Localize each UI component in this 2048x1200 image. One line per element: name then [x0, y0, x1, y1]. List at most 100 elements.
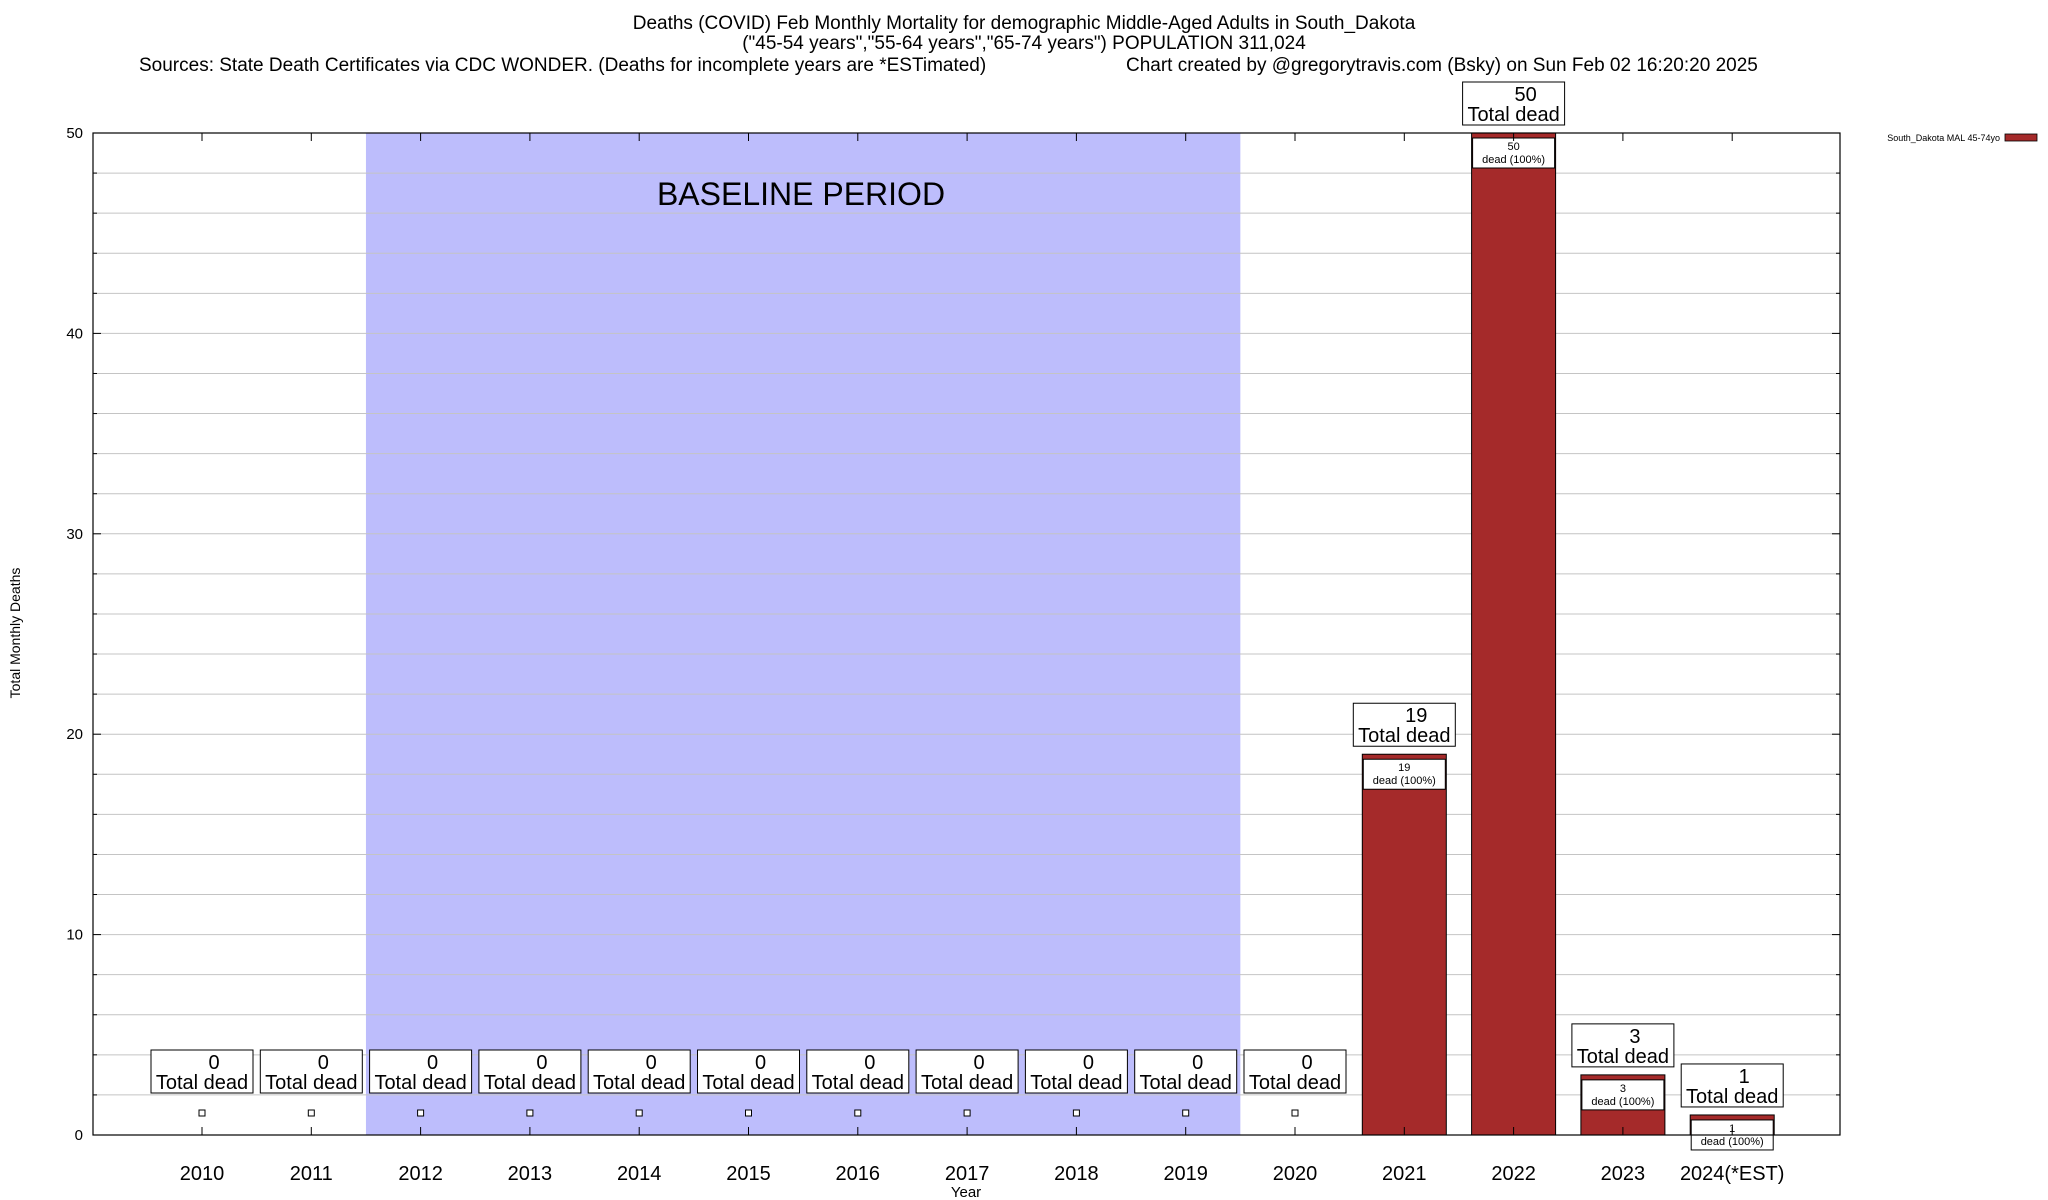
total-label-box [1571, 1023, 1675, 1068]
zero-marker-2012 [417, 1109, 425, 1117]
total-label-value: 0 [646, 1052, 657, 1074]
x-tick-label-2011: 2011 [290, 1163, 333, 1185]
total-label-value: 0 [208, 1052, 219, 1074]
x-tick-label-2018: 2018 [1054, 1163, 1099, 1185]
total-label-value: 0 [318, 1052, 329, 1074]
inner-label-value: 19 [1398, 762, 1410, 774]
total-label-value: 0 [1301, 1052, 1312, 1074]
chart-subtitle: ("45-54 years","55-64 years","65-74 year… [742, 33, 1306, 54]
total-label-box [259, 1049, 363, 1094]
total-label-text: Total dead [1358, 725, 1450, 747]
bar-2022 [1471, 132, 1557, 1136]
plot-frame [92, 132, 1841, 1136]
total-label-box [1462, 81, 1566, 126]
total-label-text: Total dead [265, 1072, 357, 1094]
total-label-value: 0 [864, 1052, 875, 1074]
x-tick-label-2010: 2010 [180, 1163, 225, 1185]
x-tick-label-2020: 2020 [1273, 1163, 1318, 1185]
total-label-box [1134, 1049, 1238, 1094]
sources-note: Sources: State Death Certificates via CD… [139, 55, 987, 76]
total-label-text: Total dead [374, 1072, 466, 1094]
legend-label: South_Dakota MAL 45-74yo [1887, 133, 2000, 143]
total-label-box [1680, 1063, 1784, 1108]
inner-label-text: dead (100%) [1591, 1096, 1654, 1108]
total-label-box [478, 1049, 582, 1094]
y-tick-label: 40 [66, 325, 83, 342]
total-label-text: Total dead [1140, 1072, 1232, 1094]
zero-marker-2019 [1182, 1109, 1190, 1117]
zero-marker-2020 [1291, 1109, 1299, 1117]
inner-label-box [1581, 1079, 1665, 1111]
x-tick-label-2017: 2017 [945, 1163, 990, 1185]
x-tick-label-2016: 2016 [836, 1163, 881, 1185]
total-label-value: 0 [1192, 1052, 1203, 1074]
x-tick-label-2019: 2019 [1163, 1163, 1208, 1185]
legend-swatch [2004, 133, 2038, 142]
y-tick-label: 20 [66, 726, 83, 743]
inner-label-text: dead (100%) [1482, 154, 1545, 166]
legend: South_Dakota MAL 45-74yo [1887, 133, 2038, 143]
total-label-value: 0 [755, 1052, 766, 1074]
chart-title: Deaths (COVID) Feb Monthly Mortality for… [632, 13, 1416, 34]
inner-label-box [1362, 758, 1446, 790]
baseline-period-label: BASELINE PERIOD [657, 176, 945, 212]
y-tick-label: 30 [66, 526, 83, 543]
total-label-text: Total dead [1249, 1072, 1341, 1094]
y-axis-label: Total Monthly Deaths [7, 568, 23, 699]
total-label-box [697, 1049, 800, 1094]
total-label-box [150, 1049, 254, 1094]
chart-credit: Chart created by @gregorytravis.com (Bsk… [1126, 55, 1758, 76]
total-label-text: Total dead [484, 1072, 576, 1094]
total-label-text: Total dead [593, 1072, 685, 1094]
total-label-value: 0 [536, 1052, 547, 1074]
total-label-text: Total dead [921, 1072, 1013, 1094]
zero-marker-2017 [963, 1109, 971, 1117]
total-label-text: Total dead [1030, 1072, 1122, 1094]
total-label-text: Total dead [1686, 1086, 1778, 1108]
total-label-value: 0 [1083, 1052, 1094, 1074]
total-label-box [806, 1049, 910, 1094]
zero-marker-2015 [745, 1109, 752, 1117]
total-label-box [587, 1049, 691, 1094]
x-tick-label-2015: 2015 [726, 1163, 771, 1185]
y-tick-label: 50 [66, 125, 83, 142]
x-tick-label-2013: 2013 [508, 1163, 553, 1185]
total-label-text: Total dead [1467, 104, 1559, 126]
total-label-text: Total dead [812, 1072, 904, 1094]
inner-label-value: 50 [1507, 141, 1519, 153]
total-label-box [1243, 1049, 1347, 1094]
y-tick-label: 10 [66, 927, 83, 944]
x-tick-label-2023: 2023 [1601, 1163, 1646, 1185]
total-label-value: 3 [1629, 1026, 1640, 1048]
zero-marker-2010 [198, 1109, 206, 1117]
total-label-text: Total dead [156, 1072, 248, 1094]
zero-marker-2016 [854, 1109, 862, 1117]
total-label-box [369, 1049, 473, 1094]
baseline-period-band [365, 133, 1241, 1135]
inner-label-value: 3 [1620, 1083, 1626, 1095]
total-label-box [1024, 1049, 1128, 1094]
x-tick-label-2024-est: 2024(*EST) [1680, 1163, 1785, 1185]
total-label-box [915, 1049, 1019, 1094]
total-label-value: 50 [1514, 84, 1536, 106]
inner-label-text: dead (100%) [1373, 775, 1436, 787]
total-label-text: Total dead [1577, 1046, 1669, 1068]
x-axis-label: Year [951, 1184, 981, 1200]
x-tick-label-2021: 2021 [1382, 1163, 1427, 1185]
total-label-value: 0 [427, 1052, 438, 1074]
zero-marker-2014 [635, 1109, 643, 1117]
zero-marker-2011 [307, 1109, 315, 1117]
zero-marker-2018 [1072, 1109, 1080, 1117]
total-label-value: 1 [1739, 1066, 1750, 1088]
total-label-value: 0 [974, 1052, 985, 1074]
x-tick-label-2022: 2022 [1491, 1163, 1536, 1185]
zero-marker-2013 [526, 1109, 534, 1117]
total-label-box [1352, 702, 1456, 747]
total-label-text: Total dead [702, 1072, 794, 1094]
x-tick-label-2014: 2014 [617, 1163, 662, 1185]
total-label-value: 19 [1405, 705, 1427, 727]
inner-label-text: dead (100%) [1701, 1136, 1764, 1148]
y-tick-label: 0 [75, 1127, 83, 1144]
x-tick-label-2012: 2012 [398, 1163, 443, 1185]
